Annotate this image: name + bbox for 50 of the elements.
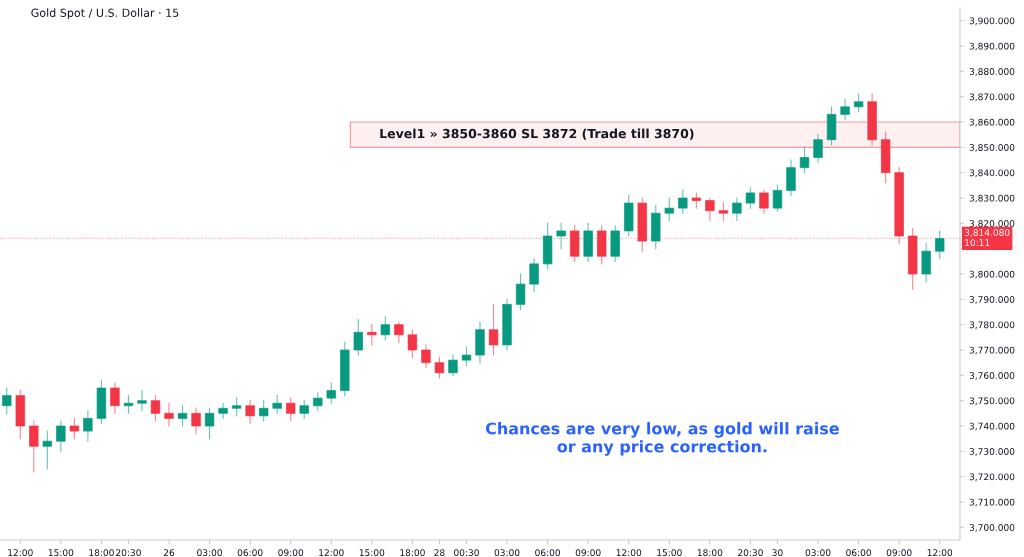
y-tick-label: 3,720.000 <box>969 473 1015 482</box>
x-tick-label: 28 <box>434 549 445 557</box>
y-tick-label: 3,730.000 <box>969 448 1015 456</box>
x-tick-label: 03:00 <box>197 549 222 557</box>
x-tick-label: 12:00 <box>8 549 33 557</box>
x-tick-label: 00:30 <box>454 549 479 557</box>
y-tick-label: 3,880.000 <box>969 68 1015 76</box>
y-tick-label: 3,840.000 <box>969 169 1015 178</box>
y-tick-label: 3,890.000 <box>969 42 1015 51</box>
x-tick-label: 12:00 <box>319 549 344 557</box>
x-tick-label: 30 <box>772 549 783 557</box>
y-tick-label: 3,750.000 <box>969 397 1015 406</box>
y-tick-label: 3,770.000 <box>969 346 1015 355</box>
x-tick-label: 15:00 <box>657 549 682 557</box>
x-tick-label: 20:30 <box>738 549 763 557</box>
x-tick-label: 03:00 <box>805 549 831 557</box>
band-label: Level1 » 3850-3860 SL 3872 (Trade till 3870) <box>380 128 694 140</box>
x-tick-label: 06:00 <box>237 549 263 557</box>
x-tick-label: 09:00 <box>886 549 912 557</box>
y-tick-label: 3,710.000 <box>969 498 1015 507</box>
annotation: Chances are very low, as gold will raise or any price correction. <box>485 422 839 456</box>
x-tick-label: 15:00 <box>48 549 74 557</box>
y-tick-label: 3,790.000 <box>969 296 1015 304</box>
chart-title: Gold Spot / U.S. Dollar · 15 <box>31 8 179 20</box>
candlestick <box>218 402 228 419</box>
y-tick-label: 3,760.000 <box>969 372 1015 380</box>
x-tick-label: 09:00 <box>575 549 601 557</box>
x-tick-label: 03:00 <box>494 549 520 557</box>
x-tick-label: 06:00 <box>535 549 561 557</box>
x-tick-label: 15:00 <box>359 549 385 557</box>
x-tick-label: 26 <box>163 549 175 557</box>
y-tick-label: 3,860.000 <box>969 118 1015 127</box>
y-tick-label: 3,850.000 <box>969 144 1015 152</box>
y-tick-label: 3,800.000 <box>969 270 1015 279</box>
x-tick-label: 12:00 <box>616 549 642 557</box>
y-tick-label: 3,900.000 <box>969 17 1015 26</box>
y-tick-label: 3,830.000 <box>969 194 1015 203</box>
x-tick-label: 06:00 <box>846 549 871 557</box>
x-tick-label: 09:00 <box>278 549 304 557</box>
y-tick-label: 3,740.000 <box>969 422 1015 431</box>
y-tick-label: 3,870.000 <box>969 93 1015 102</box>
x-tick-label: 18:00 <box>89 549 114 557</box>
y-tick-label: 3,700.000 <box>969 524 1015 532</box>
x-tick-label: 12:00 <box>927 549 953 557</box>
y-tick-label: 3,820.000 <box>969 220 1015 228</box>
x-tick-label: 18:00 <box>400 549 425 557</box>
x-tick-label: 20:30 <box>116 549 141 557</box>
y-tick-label: 3,780.000 <box>969 321 1015 330</box>
x-tick-label: 18:00 <box>697 549 723 557</box>
ref-line-label: 3,814.080 10:11 <box>964 229 1010 246</box>
